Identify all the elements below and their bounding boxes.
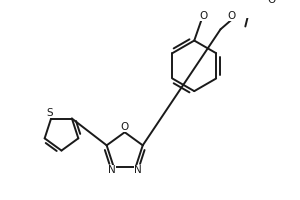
Text: O: O — [199, 11, 208, 21]
Text: O: O — [121, 122, 129, 132]
Text: O: O — [228, 11, 236, 21]
Text: O: O — [267, 0, 276, 5]
Text: N: N — [134, 165, 141, 175]
Text: S: S — [46, 108, 53, 118]
Text: N: N — [108, 165, 116, 175]
